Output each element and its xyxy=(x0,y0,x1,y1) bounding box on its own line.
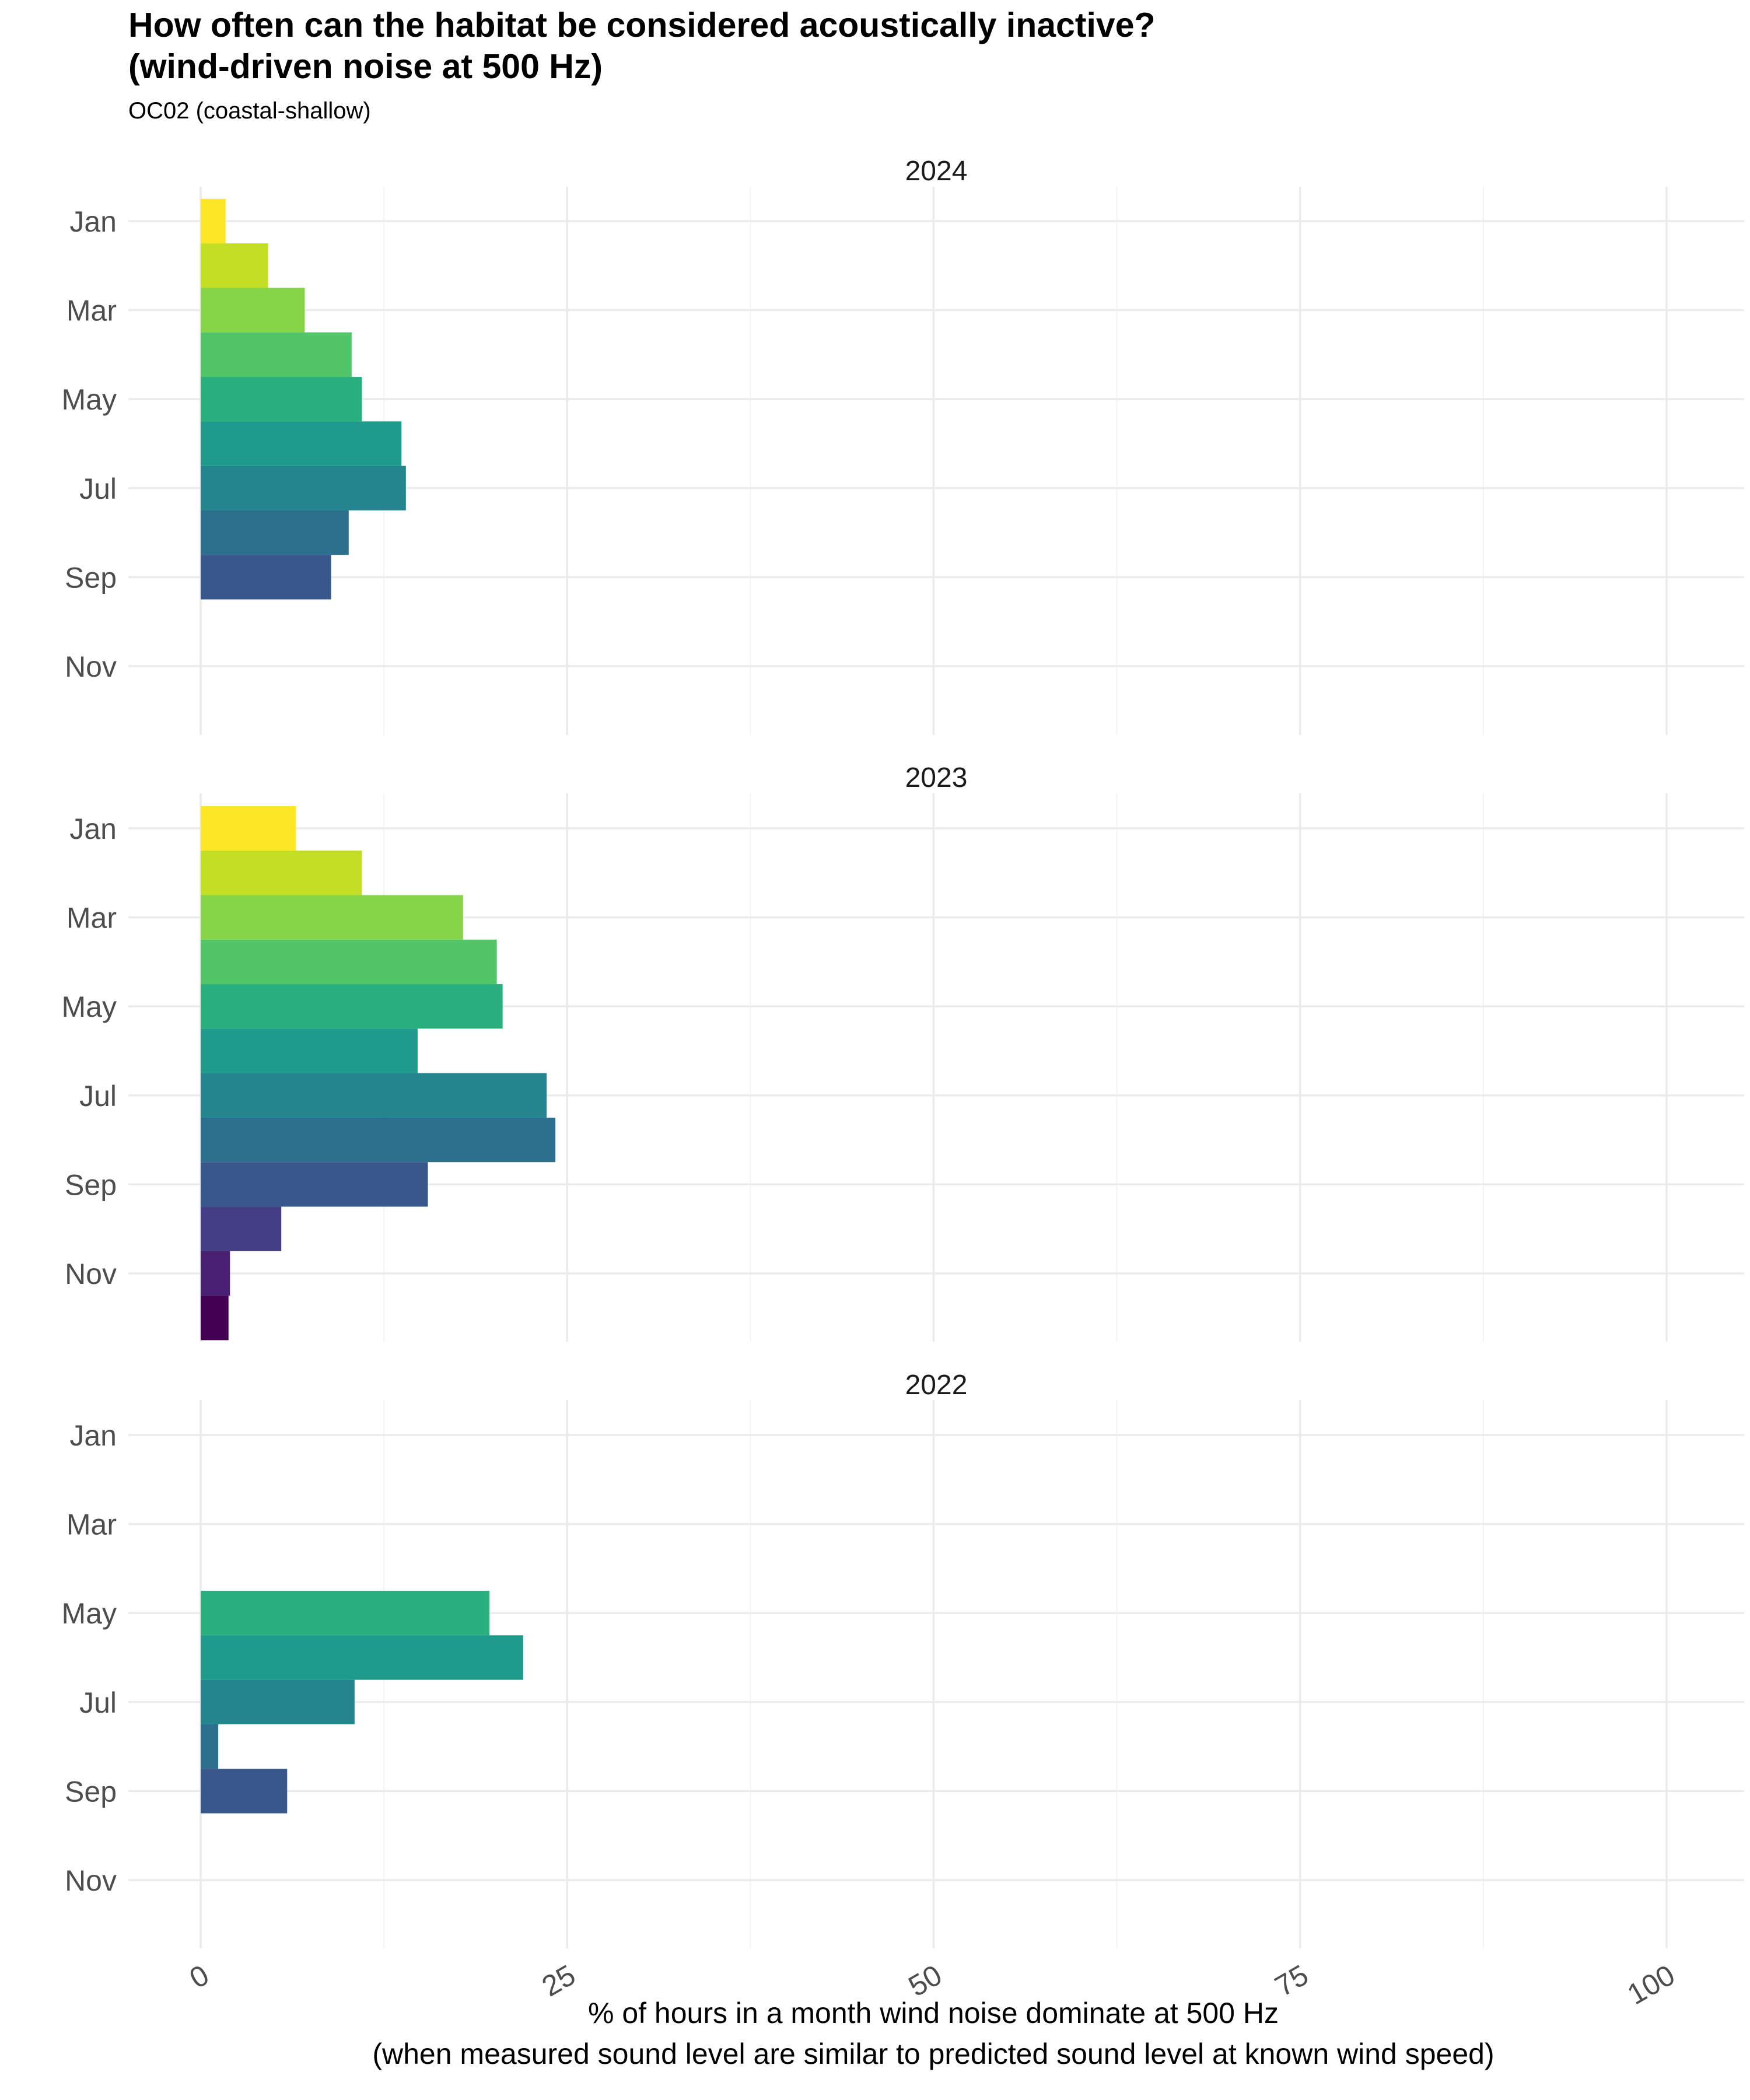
facet-strip-label: 2022 xyxy=(905,1370,968,1401)
x-axis-label-line-2: (when measured sound level are similar t… xyxy=(372,2038,1494,2070)
bar-2023-jun xyxy=(201,1028,418,1073)
bar-2022-sep xyxy=(201,1769,288,1814)
y-tick-label: Jan xyxy=(69,1419,117,1452)
bar-2024-may xyxy=(201,377,362,422)
bar-2024-jan xyxy=(201,198,226,244)
bar-2023-apr xyxy=(201,939,497,985)
y-tick-label: Nov xyxy=(65,1864,117,1897)
bar-2022-aug xyxy=(201,1724,219,1769)
y-tick-label: Nov xyxy=(65,650,117,683)
bar-2023-aug xyxy=(201,1117,556,1163)
x-axis-label: % of hours in a month wind noise dominat… xyxy=(588,1997,1279,2029)
bar-2023-may xyxy=(201,984,503,1029)
x-tick-label: 100 xyxy=(1622,1958,1680,2011)
bar-2022-may xyxy=(201,1591,490,1636)
bar-2024-sep xyxy=(201,555,331,600)
bar-2023-jan xyxy=(201,806,296,851)
y-tick-label: Jan xyxy=(69,205,117,238)
bar-2023-nov xyxy=(201,1251,230,1296)
bar-2023-jul xyxy=(201,1073,547,1118)
bar-2023-oct xyxy=(201,1206,282,1251)
bar-2024-mar xyxy=(201,288,305,332)
y-tick-label: Nov xyxy=(65,1258,117,1290)
x-tick-label: 25 xyxy=(537,1958,581,2003)
bar-2023-dec xyxy=(201,1296,229,1340)
y-tick-label: Mar xyxy=(66,295,117,327)
facet-strip-label: 2024 xyxy=(905,156,968,187)
y-tick-label: Sep xyxy=(65,1775,117,1808)
bar-2023-feb xyxy=(201,850,362,895)
y-tick-label: Jul xyxy=(79,473,117,505)
chart-subtitle: OC02 (coastal-shallow) xyxy=(128,98,371,124)
facet-strip-label: 2023 xyxy=(905,762,968,793)
x-tick-label: 0 xyxy=(184,1958,214,1994)
y-tick-label: May xyxy=(62,383,117,416)
y-tick-label: Sep xyxy=(65,1168,117,1201)
bar-2024-jun xyxy=(201,421,402,466)
y-tick-label: May xyxy=(62,991,117,1023)
bar-2024-aug xyxy=(201,510,349,555)
y-tick-label: Mar xyxy=(66,1508,117,1541)
y-tick-label: Mar xyxy=(66,902,117,935)
chart-title: How often can the habitat be considered … xyxy=(128,6,1156,86)
bar-2024-jul xyxy=(201,466,406,510)
bar-2024-apr xyxy=(201,332,352,377)
bar-2022-jun xyxy=(201,1635,523,1680)
y-tick-label: May xyxy=(62,1597,117,1630)
bar-2024-feb xyxy=(201,243,268,288)
bar-2023-mar xyxy=(201,895,463,940)
bar-2023-sep xyxy=(201,1162,428,1207)
bar-2022-jul xyxy=(201,1679,355,1724)
y-tick-label: Jan xyxy=(69,813,117,845)
y-tick-label: Sep xyxy=(65,561,117,594)
y-tick-label: Jul xyxy=(79,1080,117,1112)
y-tick-label: Jul xyxy=(79,1686,117,1719)
